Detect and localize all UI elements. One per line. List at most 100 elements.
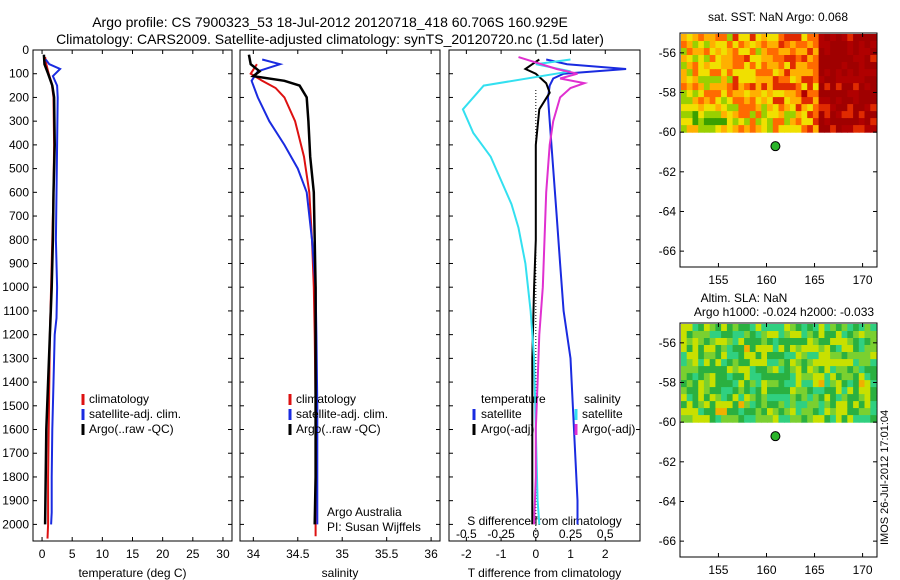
map-cell — [749, 83, 757, 91]
map-cell — [807, 90, 814, 98]
map-cell — [726, 373, 734, 381]
map-cell — [841, 83, 848, 91]
map-cell — [772, 90, 780, 98]
map-cell — [744, 48, 751, 56]
map-cell — [698, 387, 705, 395]
figure-title-line-1: Argo profile: CS 7900323_53 18-Jul-2012 … — [92, 14, 568, 30]
map-cell — [772, 352, 780, 360]
series-line-difference-1 — [523, 58, 551, 525]
map-cell — [732, 331, 739, 339]
map-cell — [801, 55, 808, 63]
map-cell — [703, 83, 711, 91]
map-cell — [749, 41, 757, 49]
map-cell — [795, 394, 802, 402]
map-cell — [864, 324, 871, 332]
map-cell — [738, 83, 745, 91]
map-cell — [807, 48, 814, 56]
map-cell — [790, 83, 797, 91]
map-cell — [692, 118, 699, 126]
map-cell — [858, 48, 866, 56]
map-cell — [778, 345, 785, 353]
map-cell — [726, 90, 734, 98]
map-cell — [801, 324, 808, 332]
map-cell — [686, 366, 693, 374]
depth-tick-label: 600 — [9, 185, 29, 199]
map-cell — [812, 41, 820, 49]
map-cell — [744, 401, 751, 409]
map-cell — [778, 69, 785, 77]
map-cell — [790, 345, 797, 353]
map-cell — [812, 373, 820, 381]
x-axis-label: temperature (deg C) — [78, 566, 186, 580]
map-cell — [715, 76, 722, 84]
map-cell — [772, 324, 780, 332]
map-y-tick-label: -64 — [659, 494, 677, 508]
map-y-tick-label: -56 — [659, 46, 677, 60]
map-cell — [778, 118, 785, 126]
map-cell — [790, 352, 797, 360]
map-cell — [738, 62, 745, 70]
map-cell — [698, 345, 705, 353]
map-cell — [709, 76, 716, 84]
map-cell — [818, 352, 825, 360]
map-cell — [732, 401, 739, 409]
map-cell — [807, 394, 814, 402]
map-cell — [703, 111, 711, 119]
map-cell — [830, 34, 837, 42]
map-cell — [709, 118, 716, 126]
map-cell — [778, 387, 785, 395]
map-cell — [761, 83, 768, 91]
map-cell — [749, 62, 757, 70]
map-cell — [858, 366, 866, 374]
map-cell — [721, 83, 728, 91]
map-cell — [807, 345, 814, 353]
map-cell — [772, 401, 780, 409]
map-cell — [686, 352, 693, 360]
map-cell — [698, 125, 705, 133]
map-cell — [721, 359, 728, 367]
map-cell — [841, 90, 848, 98]
map-cell — [790, 111, 797, 119]
map-cell — [715, 366, 722, 374]
map-cell — [795, 104, 802, 112]
map-cell — [801, 34, 808, 42]
credit-note: PI: Susan Wijffels — [327, 520, 421, 534]
map-cell — [864, 55, 871, 63]
map-cell — [761, 373, 768, 381]
map-cell — [755, 366, 762, 374]
map-cell — [698, 352, 705, 360]
map-cell — [841, 415, 848, 423]
map-cell — [841, 48, 848, 56]
map-cell — [761, 338, 768, 346]
map-cell — [744, 373, 751, 381]
map-cell — [755, 111, 762, 119]
map-cell — [761, 394, 768, 402]
map-cell — [738, 118, 745, 126]
map-cell — [801, 387, 808, 395]
map-cell — [755, 104, 762, 112]
map-cell — [870, 83, 877, 91]
map-cell — [812, 62, 820, 70]
map-cell — [744, 408, 751, 416]
map-cell — [692, 324, 699, 332]
map-cell — [732, 324, 739, 332]
map-cell — [830, 331, 837, 339]
map-cell — [692, 125, 699, 133]
map-cell — [830, 104, 837, 112]
map-cell — [755, 408, 762, 416]
x-tick-label: 34.5 — [286, 547, 310, 561]
x-tick-label: 35 — [336, 547, 350, 561]
map-cell — [853, 408, 860, 416]
map-cell — [841, 345, 848, 353]
map-cell — [841, 69, 848, 77]
map-cell — [772, 345, 780, 353]
map-cell — [686, 331, 693, 339]
map-cell — [755, 401, 762, 409]
map-cell — [767, 62, 774, 70]
map-cell — [853, 373, 860, 381]
depth-tick-label: 100 — [9, 67, 29, 81]
map-y-tick-label: -62 — [659, 455, 677, 469]
map-cell — [812, 104, 820, 112]
map-cell — [744, 34, 751, 42]
map-cell — [732, 104, 739, 112]
